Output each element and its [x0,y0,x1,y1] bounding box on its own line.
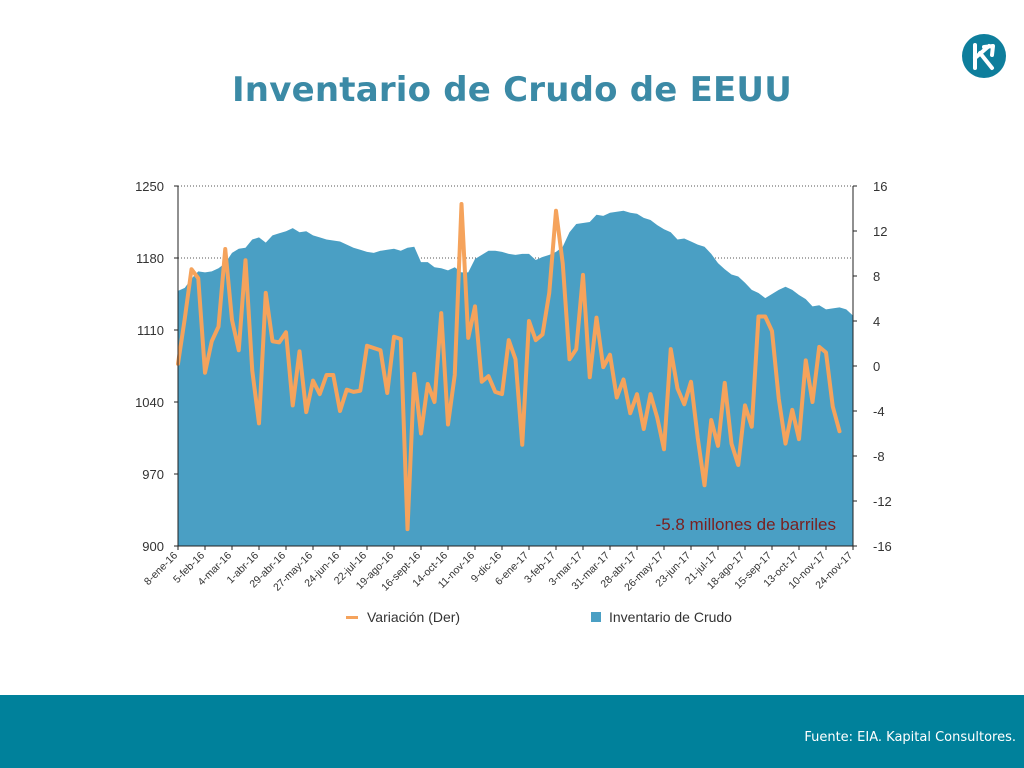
left-tick-label: 1110 [137,323,164,338]
chart: 1250 1180 1110 1040 970 900 16 12 8 4 0 -4 -8 -12 -16… [135,179,892,594]
left-tick-label: 1180 [136,251,164,266]
x-axis-ticks: 8-ene-165-feb-164-mar-161-abr-1629-abr-1… [142,546,855,594]
left-tick-label: 1250 [135,179,164,194]
right-tick-label: 0 [873,359,880,374]
page-title: Inventario de Crudo de EEUU [231,70,793,110]
right-axis-ticks: 16 12 8 4 0 -4 -8 -12 -16 [853,179,892,554]
source-text: Fuente: EIA. Kapital Consultores. [804,730,1016,745]
footer-bar: Fuente: EIA. Kapital Consultores. [0,695,1024,768]
legend-line-swatch [346,615,358,619]
left-tick-label: 900 [142,539,164,554]
left-tick-label: 1040 [135,395,164,410]
variation-line [176,202,842,532]
chart-legend: Variación (Der) Inventario de Crudo [0,609,1024,629]
right-tick-label: -16 [873,539,892,554]
right-tick-label: -4 [873,404,885,419]
right-tick-label: 16 [873,179,887,194]
legend-item-inventory: Inventario de Crudo [591,609,732,625]
right-tick-label: -12 [873,494,892,509]
legend-label-variation: Variación (Der) [367,609,461,625]
left-axis-ticks: 1250 1180 1110 1040 970 900 [135,179,178,554]
legend-item-variation: Variación (Der) [346,609,460,625]
legend-box-swatch [591,612,601,622]
right-tick-label: 12 [873,224,887,239]
legend-label-inventory: Inventario de Crudo [609,609,732,625]
chart-annotation: -5.8 millones de barriles [656,515,836,534]
logo-k-mark [973,43,995,70]
right-tick-label: 8 [873,269,880,284]
kapital-logo [962,34,1006,78]
right-tick-label: -8 [873,449,885,464]
left-tick-label: 970 [142,467,164,482]
right-tick-label: 4 [873,314,880,329]
